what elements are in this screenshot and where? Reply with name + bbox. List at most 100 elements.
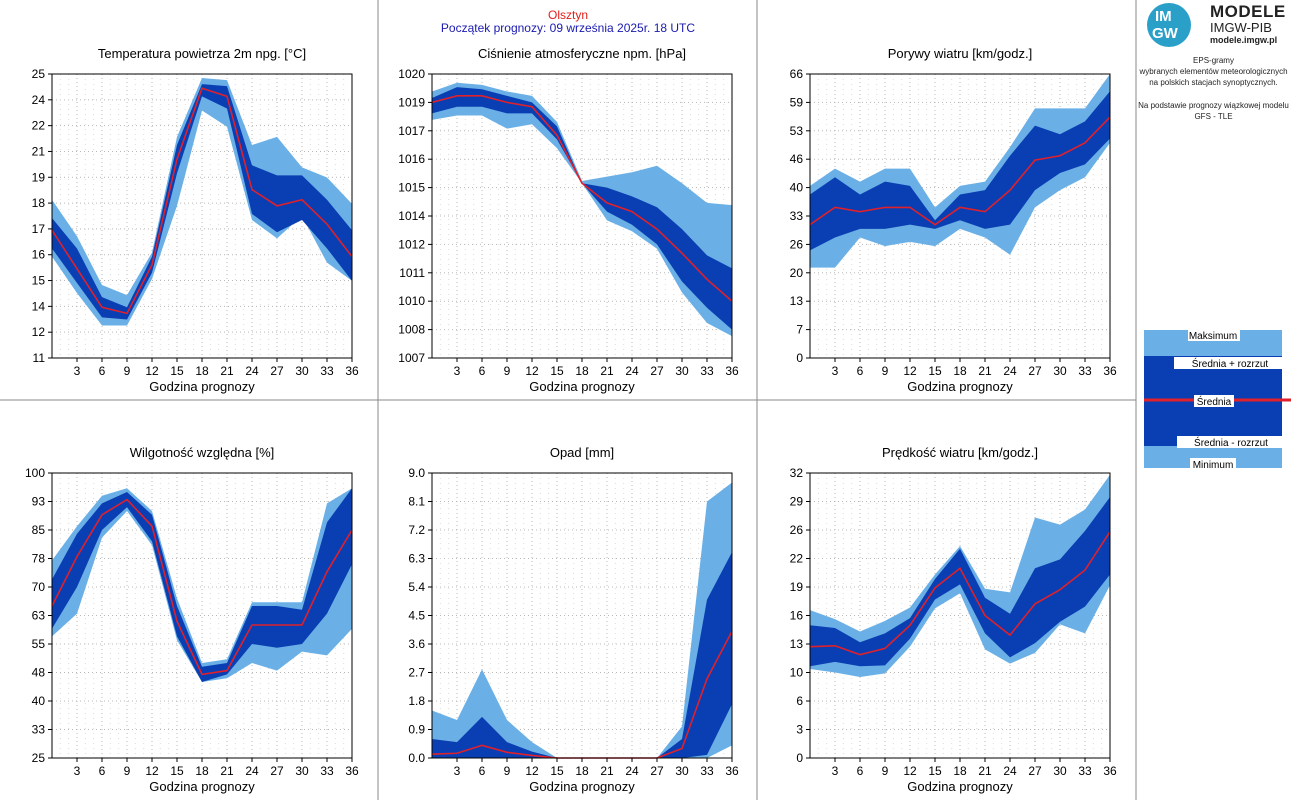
y-tick-label: 0	[796, 351, 803, 365]
y-tick-label: 17	[32, 222, 46, 236]
y-tick-label: 13	[790, 294, 804, 308]
x-tick-label: 30	[1053, 764, 1067, 778]
x-tick-label: 30	[675, 364, 689, 378]
x-axis-label: Godzina prognozy	[907, 779, 1013, 794]
x-tick-label: 18	[575, 764, 589, 778]
x-tick-label: 15	[170, 764, 184, 778]
y-tick-label: 3	[796, 723, 803, 737]
y-tick-label: 14	[32, 299, 46, 313]
x-tick-label: 3	[74, 764, 81, 778]
mean-line	[51, 87, 353, 315]
x-tick-label: 24	[1003, 764, 1017, 778]
y-tick-label: 78	[32, 552, 46, 566]
mean-line	[809, 531, 1111, 656]
spread-band	[810, 91, 1110, 251]
y-tick-label: 32	[790, 466, 804, 480]
logo-url: modele.imgw.pl	[1210, 35, 1278, 45]
y-tick-label: 3.6	[408, 637, 425, 651]
y-tick-label: 6	[796, 694, 803, 708]
x-tick-label: 24	[625, 364, 639, 378]
min-max-band	[432, 82, 732, 337]
y-tick-label: 59	[790, 95, 804, 109]
chart-2: 3 6 9 12 15 18 21 24 27 30 33 361007100810101011101…	[398, 46, 739, 394]
y-tick-label: 22	[790, 552, 804, 566]
x-tick-label: 15	[170, 364, 184, 378]
x-tick-label: 18	[195, 764, 209, 778]
y-tick-label: 11	[33, 351, 46, 365]
y-tick-label: 16	[32, 248, 46, 262]
y-tick-label: 9.0	[408, 466, 425, 480]
y-tick-label: 70	[32, 580, 46, 594]
x-tick-label: 3	[74, 364, 81, 378]
y-tick-label: 53	[790, 124, 804, 138]
y-tick-label: 93	[32, 495, 46, 509]
y-tick-label: 25	[32, 751, 46, 765]
y-tick-label: 1017	[398, 124, 425, 138]
y-tick-label: 12	[32, 325, 46, 339]
x-tick-label: 21	[978, 364, 992, 378]
imgw-logo: IM GW MODELE IMGW-PIB modele.imgw.pl	[1144, 2, 1290, 48]
y-tick-label: 4.5	[408, 609, 425, 623]
x-tick-label: 21	[600, 764, 614, 778]
legend-mean-label: Średnia	[1197, 395, 1232, 408]
x-tick-label: 18	[575, 364, 589, 378]
y-tick-label: 1016	[398, 152, 425, 166]
x-tick-label: 36	[725, 764, 739, 778]
x-tick-label: 12	[525, 364, 539, 378]
x-tick-label: 9	[504, 364, 511, 378]
spread-band	[432, 552, 732, 758]
legend-mean-plus-label: Średnia + rozrzut	[1192, 357, 1269, 370]
legend-mean-bg	[1194, 395, 1234, 407]
chart-title: Ciśnienie atmosferyczne npm. [hPa]	[478, 46, 686, 61]
y-tick-label: 0.9	[408, 723, 425, 737]
description-line-3: na polskich stacjach synoptycznych.	[1149, 78, 1278, 87]
legend-mean-minus-bg	[1177, 436, 1285, 448]
x-tick-label: 12	[903, 764, 917, 778]
x-tick-label: 33	[320, 764, 334, 778]
x-tick-label: 27	[270, 364, 284, 378]
x-tick-label: 21	[600, 364, 614, 378]
y-tick-label: 7	[796, 323, 803, 337]
legend-max-bg	[1188, 329, 1240, 341]
mean-line	[431, 95, 733, 302]
chart-title: Prędkość wiatru [km/godz.]	[882, 445, 1038, 460]
y-tick-label: 13	[790, 637, 804, 651]
x-tick-label: 15	[928, 764, 942, 778]
y-tick-label: 1014	[398, 209, 425, 223]
charts: 3 6 9 12 15 18 21 24 27 30 33 361112141516171819212…	[25, 46, 1117, 794]
y-tick-label: 7.2	[408, 523, 425, 537]
x-tick-label: 33	[700, 764, 714, 778]
logo-circle-bottom: GW	[1152, 25, 1178, 42]
y-tick-label: 15	[32, 274, 46, 288]
y-tick-label: 55	[32, 637, 46, 651]
x-tick-label: 12	[145, 764, 159, 778]
y-tick-label: 85	[32, 523, 46, 537]
y-tick-label: 100	[25, 466, 45, 480]
y-tick-label: 63	[32, 609, 46, 623]
x-tick-label: 15	[550, 364, 564, 378]
y-tick-label: 40	[790, 181, 804, 195]
x-axis-label: Godzina prognozy	[529, 379, 635, 394]
y-tick-label: 22	[32, 119, 46, 133]
logo-org: IMGW-PIB	[1210, 20, 1272, 35]
x-tick-label: 3	[832, 764, 839, 778]
chart-title: Opad [mm]	[550, 445, 614, 460]
x-tick-label: 3	[454, 764, 461, 778]
y-tick-label: 1015	[398, 181, 425, 195]
x-axis-label: Godzina prognozy	[907, 379, 1013, 394]
panel-frame	[0, 0, 1137, 800]
y-tick-label: 1010	[398, 294, 425, 308]
legend-max-label: Maksimum	[1189, 331, 1237, 342]
y-tick-label: 0	[796, 751, 803, 765]
chart-1: 3 6 9 12 15 18 21 24 27 30 33 361112141516171819212…	[32, 46, 359, 394]
legend-min-bg	[1190, 458, 1236, 470]
mean-line	[51, 498, 353, 676]
x-tick-label: 30	[1053, 364, 1067, 378]
x-tick-label: 27	[650, 764, 664, 778]
y-tick-label: 19	[32, 170, 46, 184]
legend-mean-plus-bg	[1174, 357, 1286, 369]
x-tick-label: 30	[675, 764, 689, 778]
y-tick-label: 46	[790, 152, 804, 166]
x-tick-label: 21	[978, 764, 992, 778]
